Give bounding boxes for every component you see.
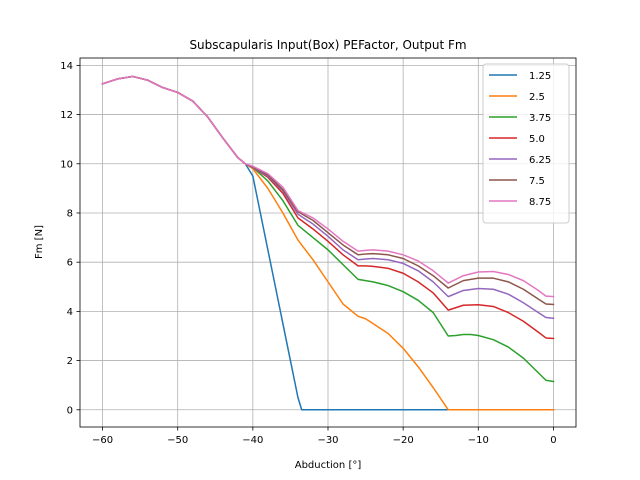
y-tick-label: 2 (67, 356, 73, 367)
x-tick-label: −60 (92, 435, 113, 446)
y-tick-label: 12 (60, 110, 73, 121)
y-tick-label: 4 (67, 307, 73, 318)
y-tick-label: 6 (67, 258, 73, 269)
y-axis-label: Fm [N] (34, 225, 45, 259)
x-axis: −60 −50 −40 −30 −20 −10 0 (92, 427, 557, 446)
series-line-6 (101, 75, 555, 298)
series-lines (101, 75, 555, 411)
x-tick-label: 0 (550, 435, 556, 446)
legend-label: 2.5 (529, 92, 545, 103)
legend-label: 3.75 (529, 113, 551, 124)
legend-box (482, 63, 570, 224)
y-tick-label: 8 (67, 208, 73, 219)
legend-label: 8.75 (529, 197, 551, 208)
x-tick-label: −50 (167, 435, 188, 446)
legend-label: 1.25 (529, 71, 551, 82)
y-axis: 0 2 4 6 8 10 12 14 (60, 61, 80, 416)
legend-label: 7.5 (529, 176, 545, 187)
x-tick-label: −30 (317, 435, 338, 446)
legend-label: 6.25 (529, 155, 551, 166)
y-tick-label: 10 (60, 159, 73, 170)
x-axis-label: Abduction [°] (295, 460, 362, 471)
chart-title: Subscapularis Input(Box) PEFactor, Outpu… (189, 38, 466, 52)
legend: 1.25 2.5 3.75 5.0 6.25 7.5 8.75 (482, 63, 570, 224)
x-tick-label: −40 (242, 435, 263, 446)
x-tick-label: −10 (468, 435, 489, 446)
y-tick-label: 0 (67, 405, 73, 416)
legend-label: 5.0 (529, 134, 545, 145)
x-tick-label: −20 (393, 435, 414, 446)
y-tick-label: 14 (60, 61, 73, 72)
